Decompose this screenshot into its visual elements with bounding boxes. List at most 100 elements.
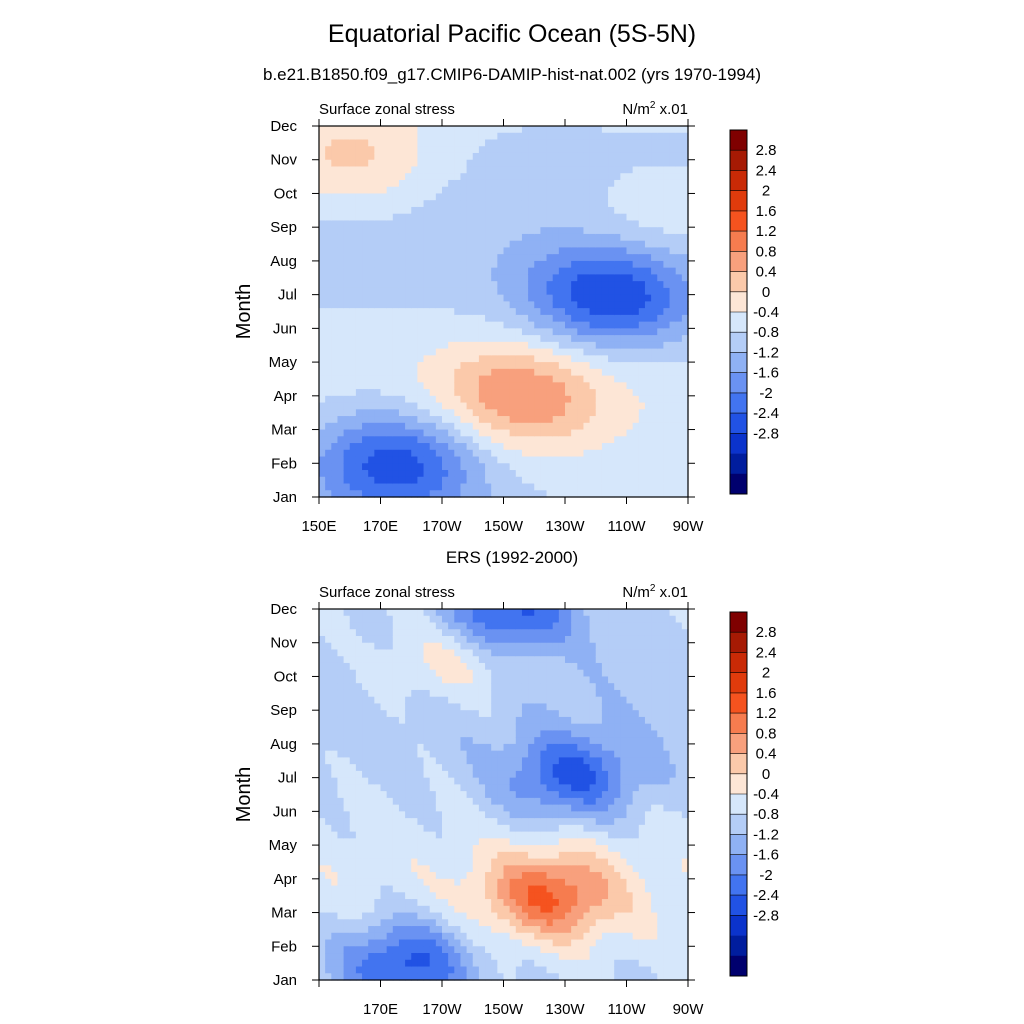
contour-cell — [644, 260, 652, 269]
contour-cell — [392, 301, 400, 309]
contour-cell — [669, 470, 677, 478]
contour-cell — [337, 287, 345, 296]
contour-cell — [319, 200, 326, 208]
contour-cell — [472, 362, 480, 370]
contour-cell — [392, 683, 400, 691]
contour-cell — [485, 770, 492, 779]
contour-cell — [380, 851, 388, 860]
contour-cell — [337, 294, 345, 302]
contour-cell — [417, 449, 425, 458]
contour-cell — [405, 227, 412, 235]
contour-cell — [417, 213, 425, 222]
contour-cell — [343, 851, 351, 860]
contour-cell — [435, 220, 443, 228]
contour-cell — [663, 179, 671, 188]
contour-cell — [405, 703, 412, 711]
colorbar-swatch — [730, 231, 747, 252]
contour-cell — [355, 939, 363, 947]
contour-cell — [349, 926, 357, 934]
contour-cell — [528, 389, 535, 397]
contour-cell — [343, 186, 351, 195]
contour-cell — [528, 341, 535, 350]
contour-cell — [355, 804, 363, 812]
contour-cell — [343, 905, 351, 914]
contour-cell — [485, 696, 492, 705]
contour-cell — [491, 669, 498, 678]
contour-cell — [478, 483, 486, 491]
contour-cell — [442, 227, 449, 235]
contour-cell — [368, 267, 375, 275]
contour-cell — [669, 490, 677, 498]
contour-cell — [515, 139, 523, 147]
contour-cell — [423, 959, 431, 968]
contour-cell — [558, 213, 566, 222]
contour-cell — [448, 892, 455, 900]
contour-cell — [331, 919, 339, 927]
contour-cell — [565, 321, 572, 329]
contour-cell — [331, 764, 339, 772]
contour-cell — [540, 166, 548, 174]
contour-cell — [448, 126, 455, 134]
contour-cell — [509, 429, 517, 437]
contour-cell — [368, 382, 375, 390]
contour-cell — [343, 716, 351, 725]
contour-cell — [442, 132, 449, 141]
contour-cell — [448, 851, 455, 860]
contour-cell — [331, 845, 339, 853]
contour-cell — [411, 186, 418, 195]
contour-cell — [675, 287, 683, 296]
contour-cell — [435, 932, 443, 941]
contour-cell — [521, 456, 529, 464]
contour-cell — [466, 443, 474, 451]
contour-cell — [657, 436, 664, 444]
contour-cell — [343, 764, 351, 772]
contour-cell — [374, 328, 382, 336]
contour-cell — [368, 649, 375, 657]
contour-cell — [337, 132, 345, 141]
contour-cell — [595, 240, 603, 249]
contour-cell — [331, 892, 339, 900]
contour-cell — [411, 818, 418, 826]
contour-cell — [423, 395, 431, 404]
contour-cell — [565, 314, 572, 323]
contour-cell — [411, 281, 418, 289]
contour-cell — [405, 743, 412, 752]
contour-cell — [552, 152, 560, 161]
contour-cell — [380, 247, 388, 255]
contour-cell — [435, 824, 443, 833]
contour-cell — [540, 476, 548, 485]
contour-cell — [589, 308, 597, 316]
contour-cell — [325, 159, 332, 168]
colorbar-label: 0.8 — [756, 243, 777, 260]
contour-cell — [349, 845, 357, 853]
colorbar-label: 2 — [762, 183, 770, 200]
contour-cell — [460, 770, 468, 779]
contour-cell — [546, 308, 554, 316]
contour-cell — [478, 703, 486, 711]
contour-cell — [337, 669, 345, 678]
contour-cell — [343, 723, 351, 732]
contour-cell — [478, 757, 486, 765]
contour-cell — [571, 186, 578, 195]
contour-cell — [528, 490, 535, 498]
contour-cell — [325, 389, 332, 397]
contour-cell — [349, 395, 357, 404]
contour-cell — [491, 463, 498, 471]
contour-cell — [460, 919, 468, 927]
contour-cell — [460, 382, 468, 390]
contour-cell — [521, 389, 529, 397]
contour-cell — [448, 416, 455, 424]
contour-cell — [392, 193, 400, 201]
contour-cell — [497, 375, 505, 383]
contour-cell — [472, 609, 480, 617]
contour-cell — [503, 166, 511, 174]
contour-cell — [319, 449, 326, 458]
contour-cell — [589, 206, 597, 215]
contour-cell — [558, 227, 566, 235]
contour-cell — [485, 622, 492, 630]
contour-cell — [509, 139, 517, 147]
contour-cell — [392, 973, 400, 981]
contour-cell — [349, 730, 357, 738]
contour-cell — [423, 368, 431, 377]
contour-cell — [540, 422, 548, 431]
